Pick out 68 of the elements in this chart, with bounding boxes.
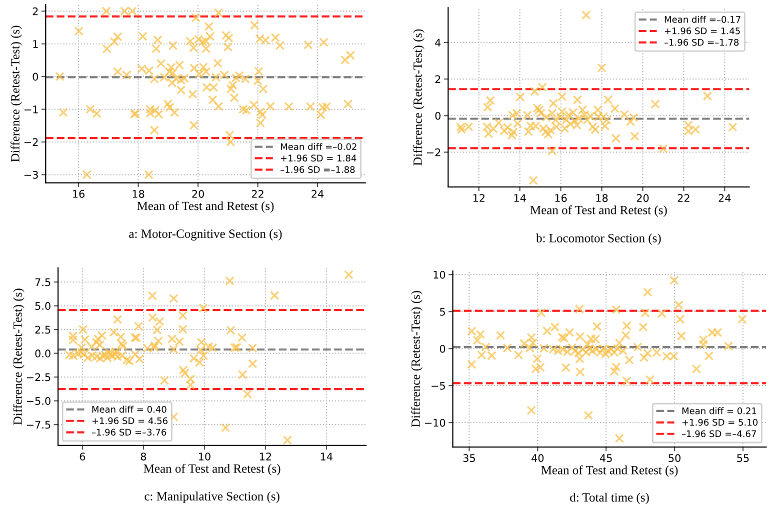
x-tick-label: 18	[596, 194, 608, 202]
x-axis-title: Mean of Test and Retest (s)	[541, 465, 678, 477]
x-tick-label: 45	[600, 454, 612, 462]
x-tick-label: 20	[192, 190, 204, 198]
x-tick-label: 24	[312, 190, 324, 198]
x-tick-label: 8	[140, 452, 146, 460]
y-tick-label: 2.5	[35, 326, 50, 334]
text: d: Total time (s)	[570, 492, 649, 504]
y-axis-title: Difference (Retest-Test) (s)	[412, 29, 424, 166]
x-tick-label: 12	[473, 194, 484, 202]
x-tick-label: 35	[463, 454, 475, 462]
x-tick-label: 10	[198, 452, 210, 460]
x-tick-label: 14	[514, 194, 526, 202]
x-tick-label: 18	[132, 190, 144, 198]
legend-label: Mean diff = 0.40	[92, 406, 166, 413]
x-tick-label: 22	[678, 194, 690, 202]
y-tick-label: −1	[24, 106, 38, 114]
x-axis-title: Mean of Test and Retest (s)	[530, 205, 667, 217]
x-tick-label: 16	[73, 190, 84, 198]
y-tick-label: −5.0	[26, 397, 50, 405]
legend-label: Mean diff = 0.21	[682, 407, 756, 414]
y-tick-label: 2	[435, 75, 440, 84]
x-tick-label: 16	[555, 194, 567, 202]
x-tick-label: 6	[80, 452, 86, 460]
legend-label: Mean diff =–0.17	[664, 16, 740, 23]
y-axis-title: Difference (Retest-Test) (s)	[10, 26, 22, 162]
legend-label: –1.96 SD =–3.76	[92, 428, 166, 436]
x-tick-label: 50	[668, 454, 680, 462]
y-tick-label: 2	[32, 7, 38, 16]
y-tick-label: 5	[440, 308, 445, 316]
x-tick-label: 22	[252, 190, 264, 198]
y-tick-label: −10	[424, 418, 446, 427]
x-tick-label: 24	[718, 194, 731, 202]
legend-label: –1.96 SD =–1.88	[280, 166, 355, 173]
y-axis-title: Difference (Retest-Test) (s)	[12, 288, 24, 425]
legend-label: +1.96 SD = 5.10	[682, 418, 758, 426]
y-tick-label: 0.0	[35, 350, 50, 358]
text: c: Manipulative Section (s)	[144, 492, 280, 504]
y-tick-label: −7.5	[26, 420, 50, 429]
x-tick-label: 40	[532, 454, 544, 462]
legend-label: +1.96 SD = 1.84	[281, 154, 356, 162]
x-tick-label: 14	[320, 452, 332, 460]
x-axis-title: Mean of Test and Retest (s)	[144, 464, 280, 476]
y-tick-label: −2	[24, 138, 38, 146]
legend-label: Mean diff =–0.02	[280, 143, 356, 150]
y-tick-label: −2.5	[26, 373, 50, 382]
y-tick-label: −2	[426, 148, 440, 156]
y-tick-label: 5.0	[35, 302, 50, 310]
y-tick-label: 10	[434, 270, 446, 279]
text: b: Locomotor Section (s)	[536, 234, 661, 245]
x-axis-title: Mean of Test and Retest (s)	[137, 201, 274, 213]
legend-label: –1.96 SD =–4.67	[682, 430, 756, 438]
legend-label: +1.96 SD = 1.45	[664, 27, 740, 34]
x-tick-label: 55	[737, 454, 749, 462]
y-tick-label: 7.5	[35, 278, 50, 286]
legend-label: –1.96 SD =–1.78	[664, 38, 739, 46]
y-tick-label: −3	[24, 170, 38, 179]
y-tick-label: 0	[440, 344, 446, 353]
y-tick-label: 0	[435, 112, 441, 120]
y-tick-label: 4	[435, 38, 441, 46]
text: a: Motor-Cognitive Section (s)	[129, 229, 282, 241]
y-tick-label: −5	[432, 382, 445, 390]
legend-label: +1.96 SD = 4.56	[92, 417, 168, 424]
y-tick-label: 0	[32, 72, 38, 81]
y-tick-label: 1	[33, 40, 38, 48]
x-tick-label: 20	[636, 194, 649, 202]
y-axis-title: Difference (Retest-Test) (s)	[411, 290, 422, 428]
x-tick-label: 12	[260, 452, 272, 460]
